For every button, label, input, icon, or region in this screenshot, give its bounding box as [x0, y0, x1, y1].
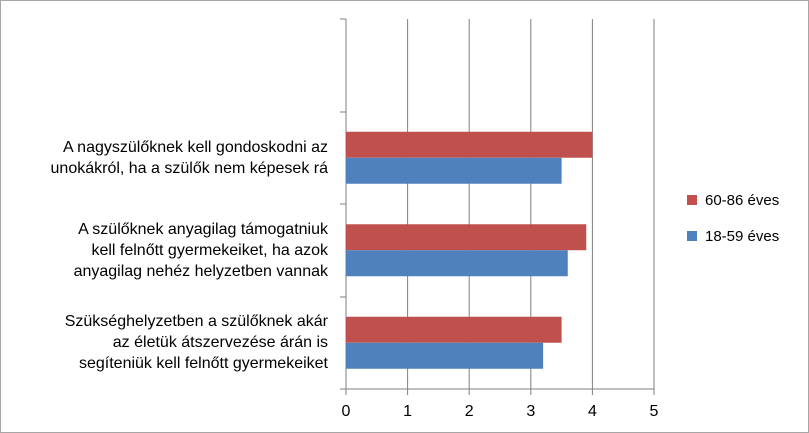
legend-label: 18-59 éves [705, 227, 780, 245]
category-label-line: anyagilag nehéz helyzetben vannak [73, 262, 328, 280]
category-label-line: Szükséghelyzetben a szülőknek akár [64, 313, 328, 331]
category-label-line: A nagyszülőknek kell gondoskodni az [62, 138, 328, 156]
x-tick-label-5: 5 [650, 403, 659, 420]
legend-swatch [687, 195, 697, 205]
x-tick-label-1: 1 [403, 403, 412, 420]
category-label-line: az életük átszervezése árán is [112, 334, 328, 352]
bar-series1-cat3 [346, 316, 562, 343]
category-label-2: A szülőknek anyagilag támogatniuk kell fe… [0, 219, 328, 282]
x-tick-label-0: 0 [342, 403, 351, 420]
legend-label: 60-86 éves [705, 191, 780, 209]
category-label-line: A szülőknek anyagilag támogatniuk [78, 220, 328, 238]
x-tick-label-3: 3 [526, 403, 535, 420]
bar-series1-cat1 [346, 131, 593, 158]
bar-series2-cat3 [346, 342, 544, 369]
legend-item-2: 18-59 éves [687, 225, 779, 247]
category-label-line: unokákról, ha a szülők nem képesek rá [50, 159, 328, 177]
category-label-line: kell felnőtt gyermekeiket, ha azok [91, 241, 328, 259]
x-tick-label-4: 4 [588, 403, 597, 420]
category-label-1: A nagyszülőknek kell gondoskodni az unoká… [0, 137, 328, 179]
x-tick-label-2: 2 [465, 403, 474, 420]
legend-swatch [687, 231, 697, 241]
legend-item-1: 60-86 éves [687, 189, 779, 211]
category-label-line: segíteniük kell felnőtt gyermekeiket [78, 355, 328, 373]
bar-series2-cat2 [346, 250, 568, 277]
category-label-3: Szükséghelyzetben a szülőknek akár az éle… [0, 311, 328, 374]
bar-series2-cat1 [346, 157, 562, 184]
bar-series1-cat2 [346, 224, 587, 251]
legend: 60-86 éves 18-59 éves [687, 189, 779, 261]
